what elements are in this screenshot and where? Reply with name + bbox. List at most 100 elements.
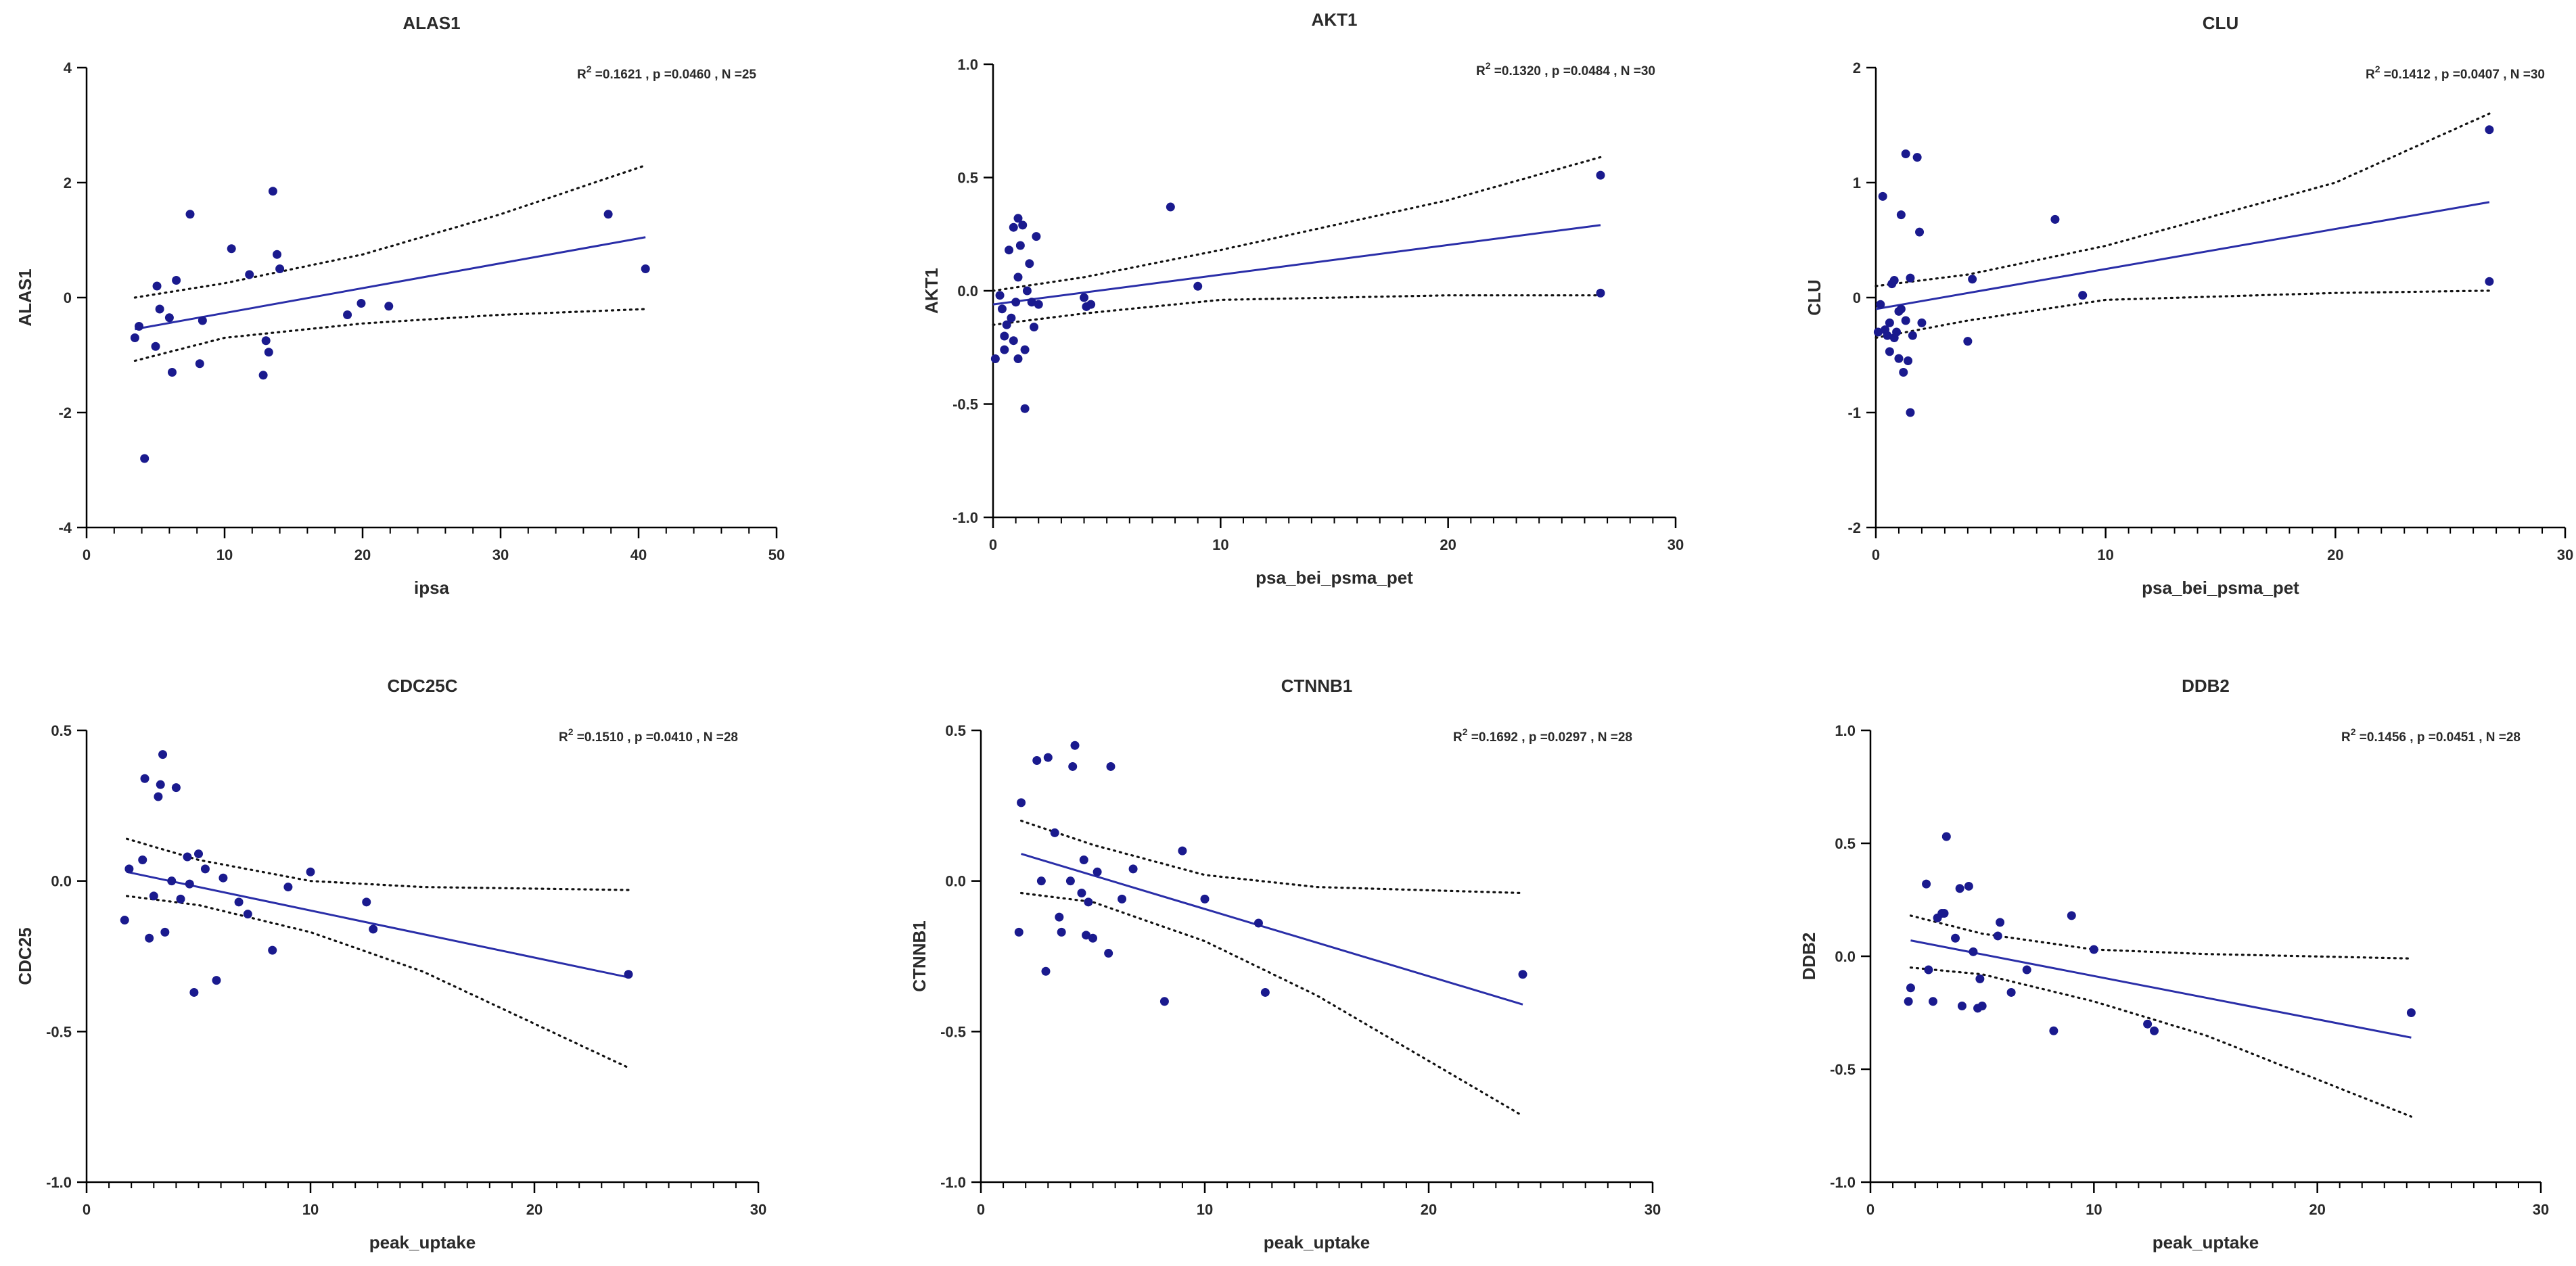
data-point <box>1013 273 1023 282</box>
chart-title: CLU <box>2203 13 2238 33</box>
data-point <box>195 359 204 369</box>
data-point <box>624 970 633 979</box>
data-point <box>1032 756 1042 766</box>
data-point <box>176 894 185 904</box>
data-point <box>1011 298 1021 307</box>
x-tick-label: 10 <box>1212 536 1228 553</box>
data-point <box>1896 304 1906 314</box>
regression-line <box>1910 939 2412 1039</box>
x-tick-label: 10 <box>302 1201 319 1218</box>
data-point <box>164 313 174 323</box>
data-point <box>1178 846 1187 855</box>
data-point <box>997 304 1007 314</box>
data-point <box>1000 345 1009 354</box>
y-tick-label: -1 <box>1847 404 1861 421</box>
data-point <box>1964 881 1973 891</box>
data-point <box>1065 876 1075 886</box>
data-point <box>268 187 277 196</box>
data-point <box>1254 918 1263 928</box>
y-tick-label: -0.5 <box>952 396 978 413</box>
x-tick-label: 0 <box>1866 1201 1874 1218</box>
y-tick-label: -0.5 <box>46 1023 72 1040</box>
data-point <box>1200 894 1210 904</box>
data-point <box>152 281 162 291</box>
data-point <box>1050 828 1059 837</box>
data-point <box>1957 1001 1967 1010</box>
y-tick-label: -1.0 <box>46 1174 72 1191</box>
data-point <box>990 354 1000 363</box>
data-point <box>2006 987 2016 997</box>
data-point <box>138 855 147 864</box>
data-point <box>369 924 378 934</box>
ci-upper-band <box>1020 820 1524 895</box>
data-point <box>1159 997 1169 1006</box>
data-point <box>1000 331 1009 341</box>
regression-line <box>992 224 1601 306</box>
ci-upper-band <box>992 156 1602 292</box>
data-point <box>1014 927 1024 937</box>
data-point <box>183 852 192 862</box>
data-point <box>1128 864 1138 874</box>
data-point <box>1009 222 1018 232</box>
data-point <box>1901 149 1910 158</box>
data-point <box>1596 288 1605 298</box>
data-point <box>1118 894 1127 904</box>
data-point <box>343 310 352 319</box>
data-point <box>1876 300 1885 309</box>
data-point <box>1885 318 1894 327</box>
chart-title: AKT1 <box>1312 9 1358 30</box>
x-tick-label: 0 <box>83 546 91 563</box>
data-point <box>1596 170 1605 180</box>
data-point <box>1904 997 1913 1006</box>
data-point <box>2143 1019 2153 1029</box>
data-point <box>1896 210 1906 220</box>
y-tick-label: 0.5 <box>51 722 72 739</box>
ci-upper-band <box>126 837 630 891</box>
data-point <box>1080 293 1089 302</box>
x-tick-label: 10 <box>1197 1201 1213 1218</box>
data-point <box>1086 300 1096 309</box>
data-point <box>1901 316 1910 325</box>
data-point <box>1939 909 1949 918</box>
data-point <box>155 304 164 314</box>
x-tick-label: 20 <box>2309 1201 2325 1218</box>
data-point <box>189 987 199 997</box>
ci-upper-band <box>1874 112 2491 287</box>
data-point <box>306 867 315 876</box>
data-point <box>1079 855 1088 864</box>
data-point <box>2485 125 2494 135</box>
data-point <box>1193 281 1203 291</box>
chart-ctnnb1: CTNNB1 -1.0 -0.5 0.0 0.5 0 10 20 30 peak_uptake CT… <box>909 676 1661 1252</box>
chart-cdc25c: CDC25C -1.0 -0.5 0.0 0.5 0 10 20 30 peak_uptake CD… <box>15 676 766 1252</box>
ci-upper-band <box>133 164 647 299</box>
data-point <box>264 348 273 357</box>
data-point <box>198 316 207 325</box>
data-point <box>1013 354 1023 363</box>
data-point <box>258 371 268 380</box>
data-point <box>1889 276 1899 285</box>
chart-title: DDB2 <box>2182 676 2230 696</box>
data-point <box>362 897 371 907</box>
y-tick-label: -1.0 <box>952 509 978 526</box>
data-point <box>1034 300 1043 309</box>
data-point <box>1951 933 1960 943</box>
x-tick-label: 30 <box>492 546 509 563</box>
ci-lower-band <box>1020 891 1524 1117</box>
data-point <box>1928 997 1937 1006</box>
data-point <box>1106 761 1116 771</box>
chart-akt1: AKT1 -1.0 -0.5 0.0 0.5 1.0 0 10 20 30 psa_bei_psma… <box>921 9 1684 588</box>
data-point <box>995 291 1005 300</box>
chart-title: CDC25C <box>387 676 457 696</box>
data-point <box>140 774 150 783</box>
data-point <box>1969 947 1978 956</box>
data-point <box>218 873 228 883</box>
data-point <box>245 270 254 279</box>
y-axis-label: CDC25 <box>15 927 35 985</box>
y-tick-label: 2 <box>1853 60 1861 76</box>
data-point <box>140 454 150 463</box>
chart-title: CTNNB1 <box>1281 676 1352 696</box>
data-point <box>1892 327 1902 337</box>
data-point <box>603 210 613 219</box>
data-point <box>1260 987 1270 997</box>
